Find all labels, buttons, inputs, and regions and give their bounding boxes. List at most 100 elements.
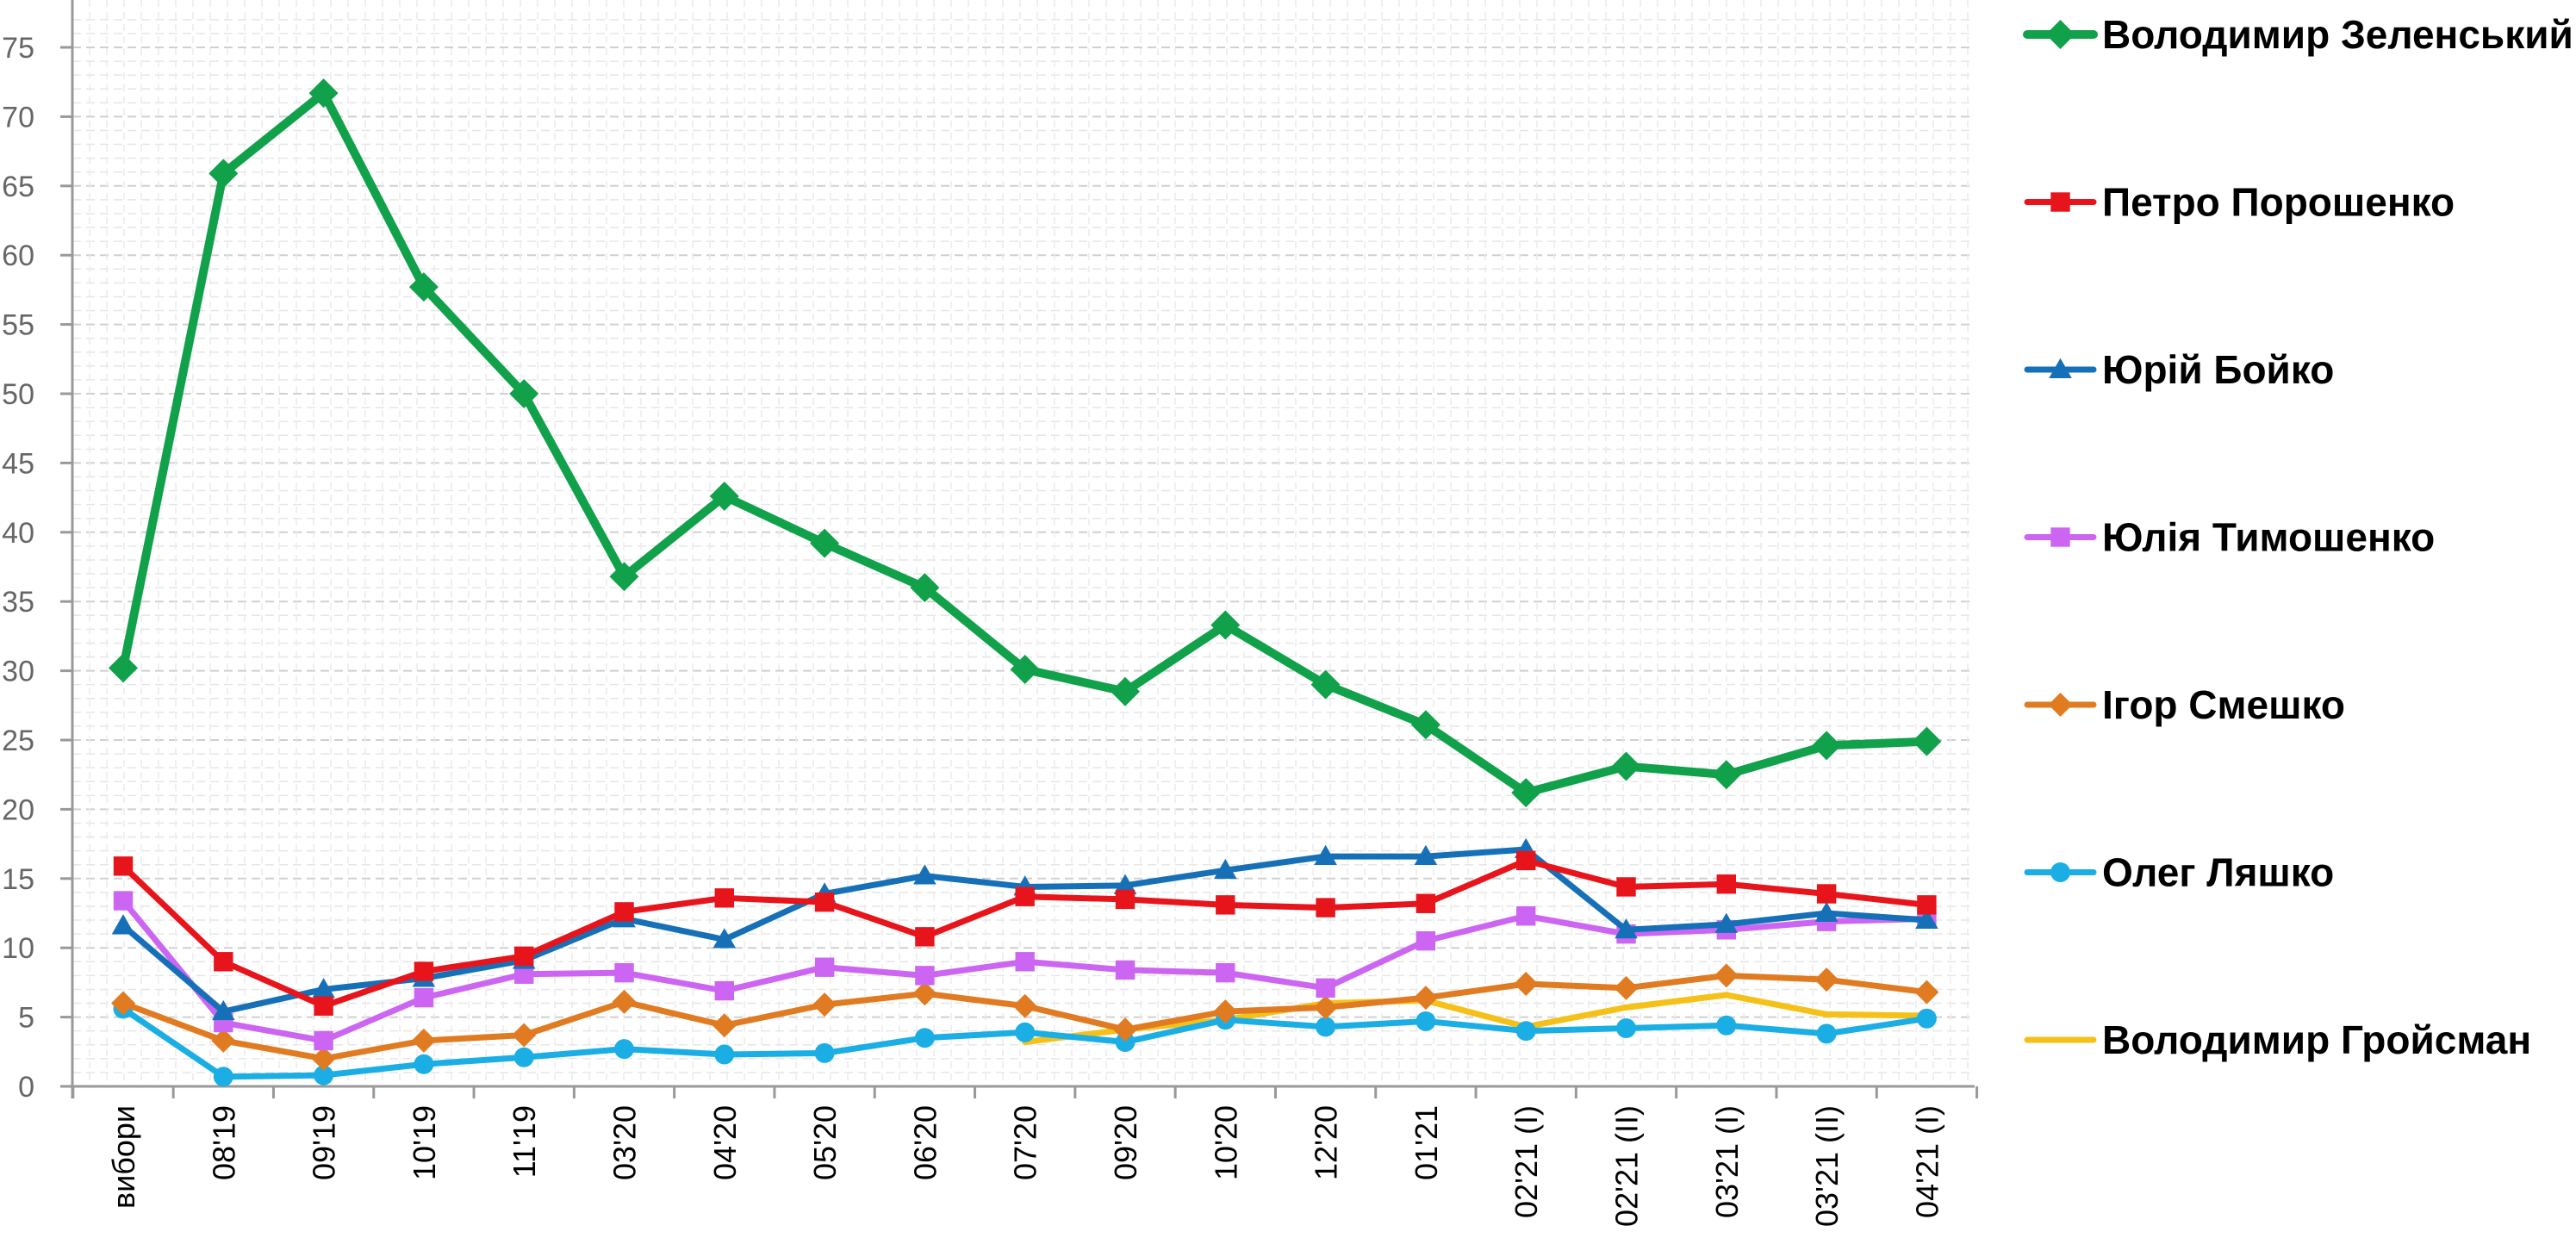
y-tick-label: 65 [2, 171, 34, 203]
data-point [1213, 999, 1238, 1024]
data-point [1916, 1008, 1937, 1029]
y-tick-label: 60 [2, 240, 34, 272]
series-5 [113, 998, 1937, 1087]
data-point [1015, 952, 1035, 972]
data-point [311, 1046, 336, 1071]
data-point [1416, 893, 1436, 913]
data-point [308, 78, 339, 109]
data-point [714, 888, 734, 908]
data-point [1316, 898, 1335, 918]
data-point [512, 1023, 537, 1048]
data-point [915, 966, 935, 986]
data-point [714, 1044, 735, 1065]
data-point [1214, 858, 1237, 880]
data-point [113, 856, 134, 876]
y-tick-label: 10 [2, 932, 34, 965]
data-point [1915, 908, 1938, 930]
data-point [1216, 895, 1235, 915]
x-tick-label: 03'20 [607, 1105, 643, 1180]
data-point [714, 980, 734, 1001]
data-point [712, 1013, 737, 1038]
data-point [1012, 993, 1037, 1018]
data-point [1113, 874, 1137, 894]
data-point [1210, 610, 1241, 640]
data-point [312, 978, 335, 998]
legend-label: Володимир Зеленський [2102, 12, 2573, 57]
data-point [514, 946, 534, 967]
data-point [1616, 877, 1636, 897]
data-point [914, 1028, 935, 1048]
data-point [111, 991, 135, 1016]
data-point [1714, 912, 1739, 933]
data-point [1313, 995, 1338, 1020]
legend-swatch-marker [2050, 192, 2070, 212]
data-point [1714, 963, 1739, 988]
data-point [1414, 844, 1438, 866]
y-tick-label: 5 [18, 1002, 34, 1035]
data-point [1115, 889, 1136, 910]
y-tick-label: 55 [2, 309, 34, 342]
y-tick-label: 35 [2, 586, 34, 619]
data-point [614, 902, 634, 922]
y-tick-label: 40 [2, 517, 34, 550]
series-line [119, 89, 1932, 798]
data-point [810, 528, 840, 558]
data-point [1511, 778, 1541, 808]
data-point [513, 1047, 534, 1067]
data-point [113, 891, 134, 911]
data-point [213, 1067, 233, 1087]
data-point [1814, 967, 1839, 992]
series-4 [111, 963, 1939, 1071]
x-tick-label: 04'20 [707, 1105, 743, 1180]
data-point [1816, 1023, 1837, 1044]
x-tick-label: 09'19 [307, 1105, 342, 1180]
data-point [1115, 960, 1136, 980]
legend: Володимир Зеленський Петро Порошенко Юрій … [2023, 12, 2573, 1062]
legend-entry-2: Юрій Бойко [2024, 347, 2334, 392]
data-point [612, 989, 637, 1014]
y-tick-label: 30 [2, 656, 34, 688]
legend-swatch-marker [2050, 527, 2070, 547]
series-layer [109, 78, 1942, 1087]
data-point [1716, 1015, 1737, 1036]
data-point [1914, 980, 1939, 1005]
data-point [1611, 751, 1641, 781]
legend-swatch-marker [2045, 20, 2075, 49]
y-tick-label: 70 [2, 101, 34, 134]
data-point [1514, 972, 1539, 997]
legend-label: Ігор Смешко [2102, 682, 2345, 727]
data-point [912, 981, 937, 1006]
y-tick-label: 0 [18, 1071, 34, 1104]
legend-entry-4: Ігор Смешко [2024, 682, 2345, 727]
data-point [712, 928, 737, 949]
x-tick-label: 12'20 [1309, 1105, 1344, 1180]
data-point [1316, 978, 1335, 998]
legend-label: Володимир Гройсман [2102, 1017, 2531, 1062]
legend-swatch-marker [2049, 358, 2072, 378]
data-point [1814, 901, 1839, 922]
data-point [814, 1042, 835, 1063]
data-point [414, 961, 434, 981]
data-point [214, 952, 233, 972]
data-point [910, 573, 940, 603]
legend-label: Юлія Тимошенко [2102, 515, 2435, 560]
legend-entry-6: Володимир Гройсман [2024, 1017, 2531, 1062]
x-tick-label: 04'21 (I) [1909, 1105, 1944, 1218]
data-point [314, 996, 333, 1016]
x-tick-label: 02'21 (II) [1609, 1105, 1645, 1227]
data-point [509, 379, 539, 408]
x-tick-label: 10'20 [1208, 1105, 1243, 1180]
data-point [1716, 874, 1736, 894]
legend-swatch-marker [2048, 693, 2073, 717]
x-tick-label: 07'20 [1008, 1105, 1043, 1180]
series-6 [1022, 992, 1930, 1046]
data-point [1316, 1017, 1336, 1037]
data-point [1615, 918, 1638, 939]
series-1 [113, 850, 1937, 1016]
data-point [1912, 726, 1942, 756]
legend-entry-0: Володимир Зеленський [2023, 12, 2573, 57]
data-point [1111, 676, 1140, 706]
data-point [915, 927, 935, 947]
x-axis-tick-labels: вибори 08'19 09'19 10'19 11'19 03'20 04'20 05'2… [106, 1105, 1944, 1227]
